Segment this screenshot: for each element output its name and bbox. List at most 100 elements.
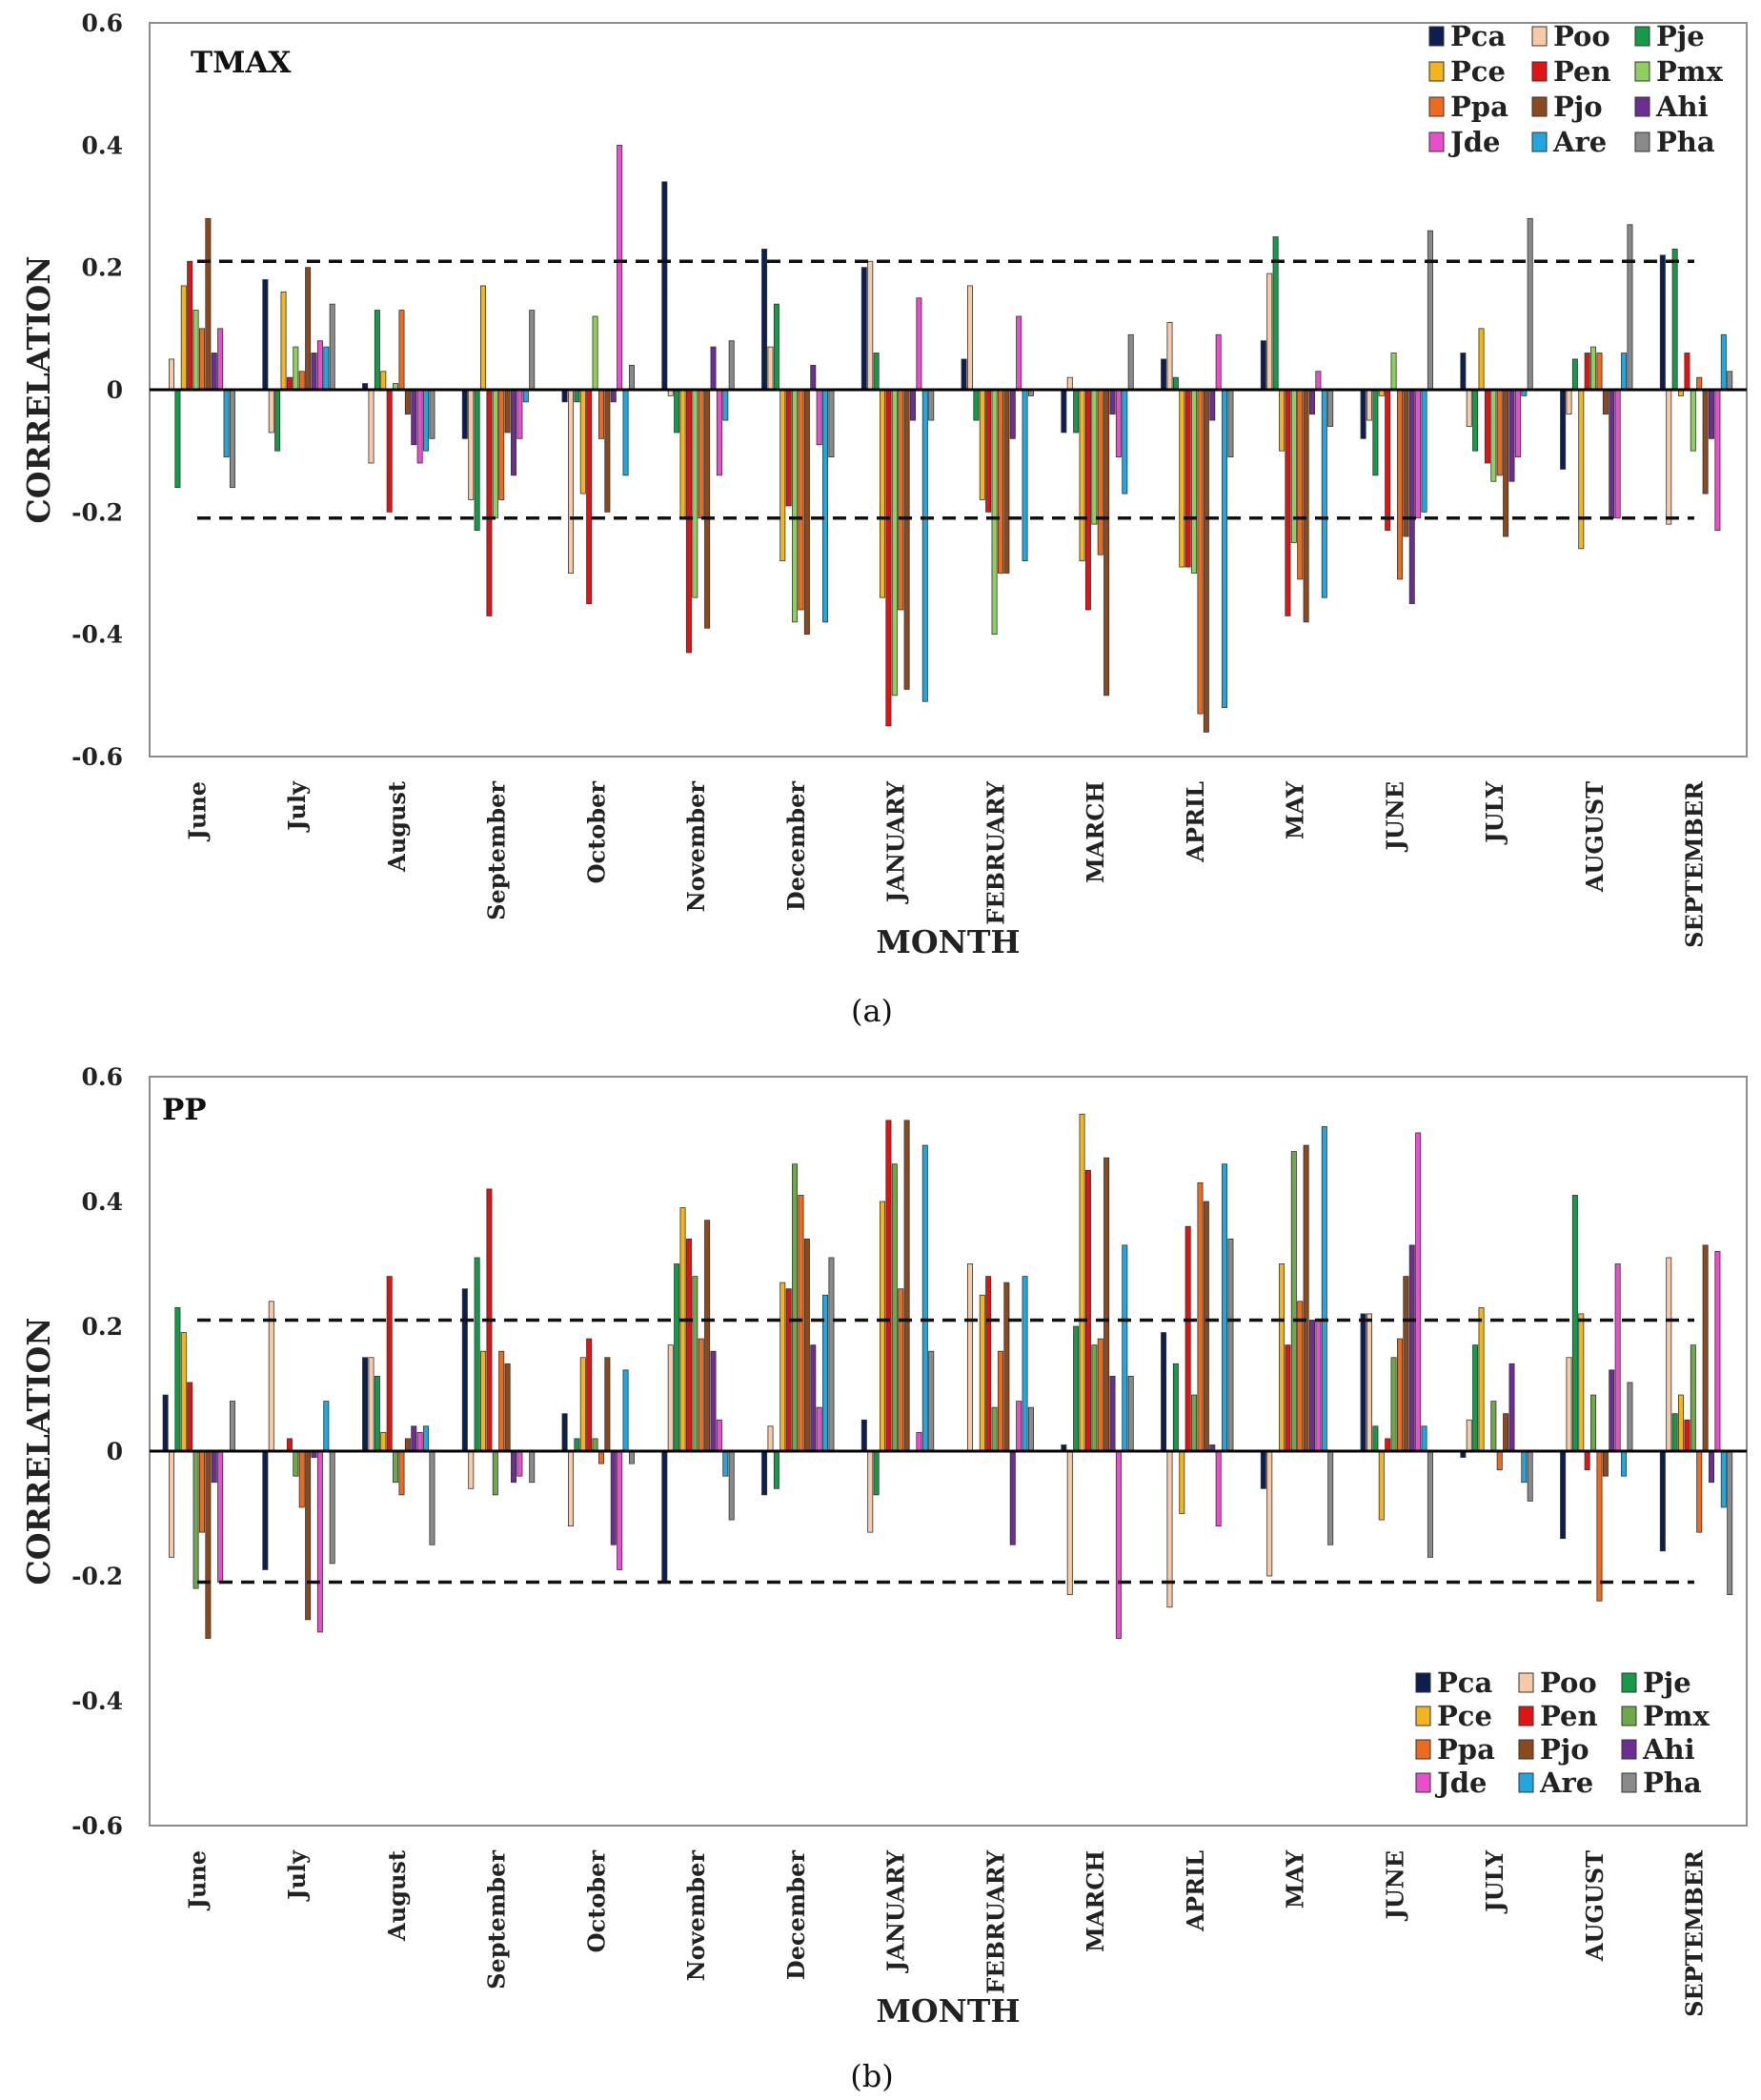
series-pca [162,1288,1666,1583]
bar-pmx-september [492,1450,498,1496]
legend-label-pce: Pce [1437,1700,1492,1732]
bar-pje-november [674,1263,680,1452]
x-tick-label: October [582,1850,610,1953]
bar-pjo-august [1602,389,1609,415]
bar-pca-december [761,249,768,391]
bar-pce-april [1179,389,1185,568]
bar-pce-december [779,1282,786,1452]
bar-ahi-december [810,1344,817,1452]
bar-pmx-may [1290,1151,1297,1452]
bar-pha-may [1327,389,1334,427]
bar-pmx-august [1590,346,1597,391]
legend-swatch-ahi [1634,96,1650,117]
bar-pje-february [973,389,980,421]
bar-pha-august [429,389,435,439]
legend-swatch-poo [1531,26,1548,47]
bar-pca-august [1560,389,1567,470]
bar-pce-july [1478,1306,1485,1452]
bar-pje-august [374,1376,380,1452]
bar-pje-june [1372,389,1379,476]
bar-pje-september [1671,1413,1678,1452]
bar-pen-august [1584,1450,1590,1471]
bar-pce-june [180,285,187,391]
legend-swatch-poo [1518,1672,1534,1693]
bar-pha-september [1727,1450,1733,1596]
x-tick-label: FEBRUARY [982,1849,1009,1994]
legend-label-jde: Jde [1447,126,1500,158]
legend-swatch-pmx [1621,1706,1637,1726]
bar-pen-june [1385,389,1391,531]
bar-pmx-november [692,389,698,598]
x-tick-label: November [682,1850,710,1982]
x-tick-label: MAY [1282,1849,1309,1908]
panel-b-pp: 0.6 0.4 0.2 0 -0.2 -0.4 -0.6 June July August Sept… [20,1063,1748,2094]
bar-pjo-august [1602,1450,1609,1477]
bar-are-october [622,389,629,476]
bar-pjo-january [903,389,910,690]
bar-ppa-february [997,389,1003,574]
series-ppa [198,310,1703,715]
bar-pmx-september [1690,389,1696,452]
bar-pca-april [1161,358,1167,391]
bar-pca-january [860,1419,867,1452]
bar-ppa-august [398,310,405,391]
bar-pha-december [828,389,835,457]
series-pje [174,236,1678,531]
y-axis-title: CORRELATION [20,256,57,524]
bar-pha-february [1027,1406,1034,1452]
bar-pje-march [1073,1325,1080,1452]
legend-swatch-are [1518,1772,1534,1793]
bar-ppa-march [1097,1338,1103,1452]
bar-pca-september [1659,1450,1666,1552]
legend-swatch-pmx [1634,61,1650,82]
bar-pmx-january [891,1163,898,1452]
bar-ahi-february [1009,1450,1016,1545]
bar-pha-october [628,1450,635,1464]
bar-pen-october [586,389,593,604]
bar-ppa-september [1696,1450,1703,1533]
bar-pmx-july [1490,1401,1497,1452]
bar-ppa-february [997,1350,1003,1452]
bar-pje-july [1472,389,1479,452]
bar-ahi-july [1508,389,1515,482]
bar-ppa-june [1396,1338,1403,1452]
bar-pjo-june [1403,389,1409,537]
bar-pmx-april [1191,1394,1198,1452]
bar-jde-october [617,1450,623,1570]
bar-are-may [1321,389,1327,598]
bar-pjo-february [1003,1282,1010,1452]
bar-are-september [1720,333,1727,391]
bar-are-february [1022,389,1028,562]
bar-pjo-may [1303,389,1309,623]
x-tick-label: September [483,1850,511,1989]
legend-label-pca: Pca [1437,1666,1492,1699]
bar-pen-february [985,389,992,513]
bar-pje-december [773,1450,779,1489]
bar-pen-september [1684,353,1690,391]
legend-label-pje: Pje [1656,20,1705,52]
legend-label-pha: Pha [1656,126,1715,158]
bar-pha-january [928,1350,935,1452]
y-tick-label: 0.2 [82,1313,124,1341]
bar-poo-june [1366,389,1373,421]
series-poo [168,260,1672,574]
y-axis-title: CORRELATION [20,1318,57,1585]
bar-are-february [1022,1276,1028,1452]
bar-poo-july [1466,389,1472,427]
bar-ppa-may [1297,389,1304,580]
legend-swatch-pha [1621,1772,1637,1793]
bar-poo-january [867,260,874,391]
bar-pen-january [885,1120,892,1452]
bar-are-june [1421,1425,1427,1452]
bar-jde-january [916,1431,922,1452]
bar-pjo-july [1503,1413,1509,1452]
x-tick-label: November [682,781,710,913]
bar-pce-march [1079,1113,1085,1452]
legend-swatch-pjo [1518,1739,1534,1760]
bar-pjo-july [305,267,312,391]
bar-ahi-february [1009,389,1016,439]
bar-pjo-september [1702,1244,1709,1452]
series-jde [217,1132,1721,1639]
bar-poo-august [1566,1357,1572,1452]
